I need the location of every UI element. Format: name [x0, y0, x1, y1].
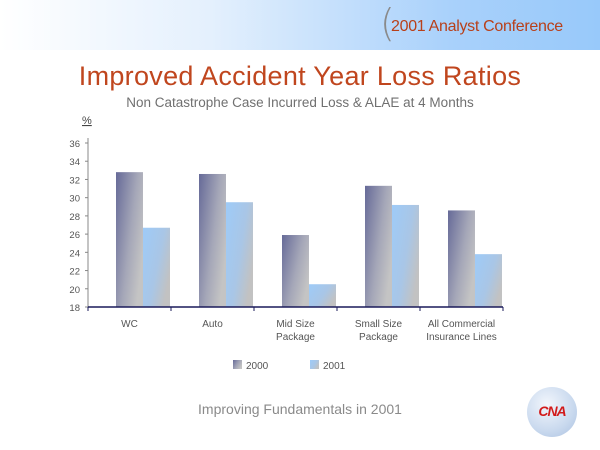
x-tick-label: Small Size: [355, 319, 403, 330]
x-tick-label: Insurance Lines: [426, 332, 497, 343]
legend-swatch-2001: [310, 360, 319, 369]
y-tick-label: 24: [69, 248, 80, 259]
y-tick-label: 26: [69, 230, 80, 241]
bar-2000-1: [199, 173, 226, 307]
logo-text: CNA: [538, 403, 566, 419]
y-tick-label: 28: [69, 212, 80, 223]
bar-2000-0: [116, 172, 143, 307]
y-tick-label: 18: [69, 303, 80, 314]
cna-logo: CNA: [527, 387, 577, 437]
y-tick-label: 36: [69, 139, 80, 150]
x-tick-label: Auto: [202, 319, 223, 330]
legend-label-2001: 2001: [323, 361, 346, 372]
legend-swatch-2000: [233, 360, 242, 369]
y-axis-label: %: [82, 115, 92, 127]
legend-label-2000: 2000: [246, 361, 269, 372]
slide-title: Improved Accident Year Loss Ratios: [78, 61, 522, 91]
bar-2001-1: [226, 202, 253, 307]
bar-2001-2: [309, 284, 336, 307]
footer-text: Improving Fundamentals in 2001: [198, 401, 402, 417]
bar-2000-2: [282, 235, 309, 307]
x-tick-label: Package: [276, 332, 315, 343]
bar-2000-4: [448, 210, 475, 307]
bracket-decoration: (: [380, 1, 395, 45]
y-tick-label: 32: [69, 175, 80, 186]
y-tick-label: 22: [69, 267, 80, 278]
chart-subtitle: Non Catastrophe Case Incurred Loss & ALA…: [126, 95, 474, 110]
x-tick-label: All Commercial: [428, 319, 495, 330]
x-tick-label: WC: [121, 319, 138, 330]
header-band: [0, 0, 600, 50]
bar-2000-3: [365, 185, 392, 307]
y-tick-label: 20: [69, 285, 80, 296]
x-tick-label: Mid Size: [276, 319, 315, 330]
bar-2001-0: [143, 227, 170, 307]
bar-2001-4: [475, 254, 502, 307]
y-tick-label: 30: [69, 194, 80, 205]
x-tick-label: Package: [359, 332, 398, 343]
bar-2001-3: [392, 204, 419, 307]
y-tick-label: 34: [69, 157, 80, 168]
conference-title: 2001 Analyst Conference: [391, 18, 563, 35]
